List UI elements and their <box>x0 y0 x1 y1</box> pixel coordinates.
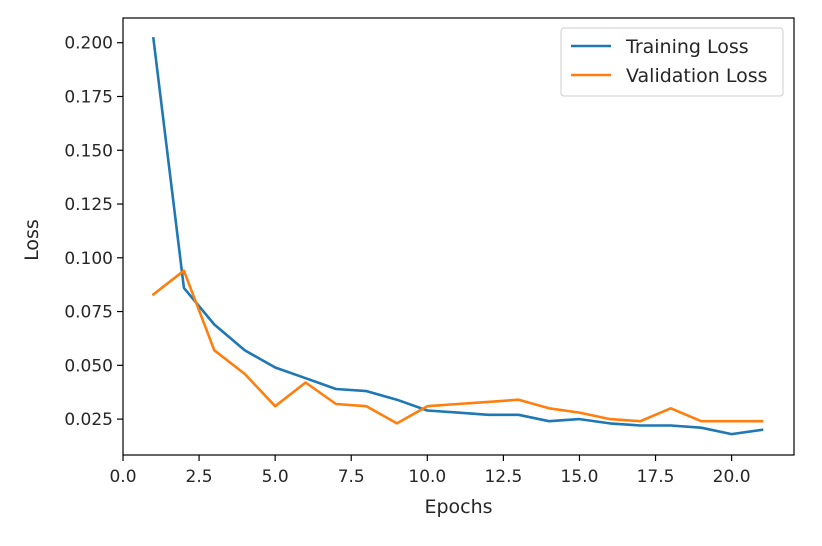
y-tick-label: 0.100 <box>64 249 113 269</box>
y-axis-label: Loss <box>21 219 43 261</box>
legend-label: Training Loss <box>625 36 749 58</box>
x-tick-label: 17.5 <box>637 467 675 487</box>
series-layer <box>151 36 764 436</box>
x-tick-label: 7.5 <box>338 467 365 487</box>
x-tick-label: 20.0 <box>713 467 751 487</box>
x-tick-label: 10.0 <box>408 467 446 487</box>
y-tick-label: 0.150 <box>64 141 113 161</box>
y-tick-label: 0.125 <box>64 195 113 215</box>
x-axis-ticks: 0.0 2.5 5.0 7.5 10.0 12.5 15.0 17.5 20.0 <box>109 455 751 487</box>
x-tick-label: 12.5 <box>484 467 522 487</box>
series-line-validation-loss <box>151 269 764 425</box>
x-tick-label: 0.0 <box>109 467 136 487</box>
x-tick-label: 15.0 <box>561 467 599 487</box>
x-axis-label: Epochs <box>424 496 492 518</box>
y-tick-label: 0.075 <box>64 303 113 323</box>
legend-label: Validation Loss <box>626 65 768 87</box>
y-tick-label: 0.200 <box>64 34 113 54</box>
plot-area-frame <box>122 17 795 456</box>
y-tick-label: 0.050 <box>64 356 113 376</box>
y-tick-label: 0.025 <box>64 410 113 430</box>
legend-box <box>560 27 784 97</box>
legend: Training Loss Validation Loss <box>560 27 784 97</box>
series-line-training-loss <box>151 36 764 436</box>
y-axis-ticks: 0.025 0.050 0.075 0.100 0.125 0.150 0.175 0.200 <box>64 34 123 430</box>
x-tick-label: 5.0 <box>262 467 289 487</box>
x-tick-label: 2.5 <box>186 467 213 487</box>
y-tick-label: 0.175 <box>64 87 113 107</box>
